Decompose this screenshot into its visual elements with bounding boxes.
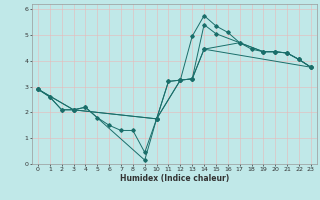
X-axis label: Humidex (Indice chaleur): Humidex (Indice chaleur) [120,174,229,183]
